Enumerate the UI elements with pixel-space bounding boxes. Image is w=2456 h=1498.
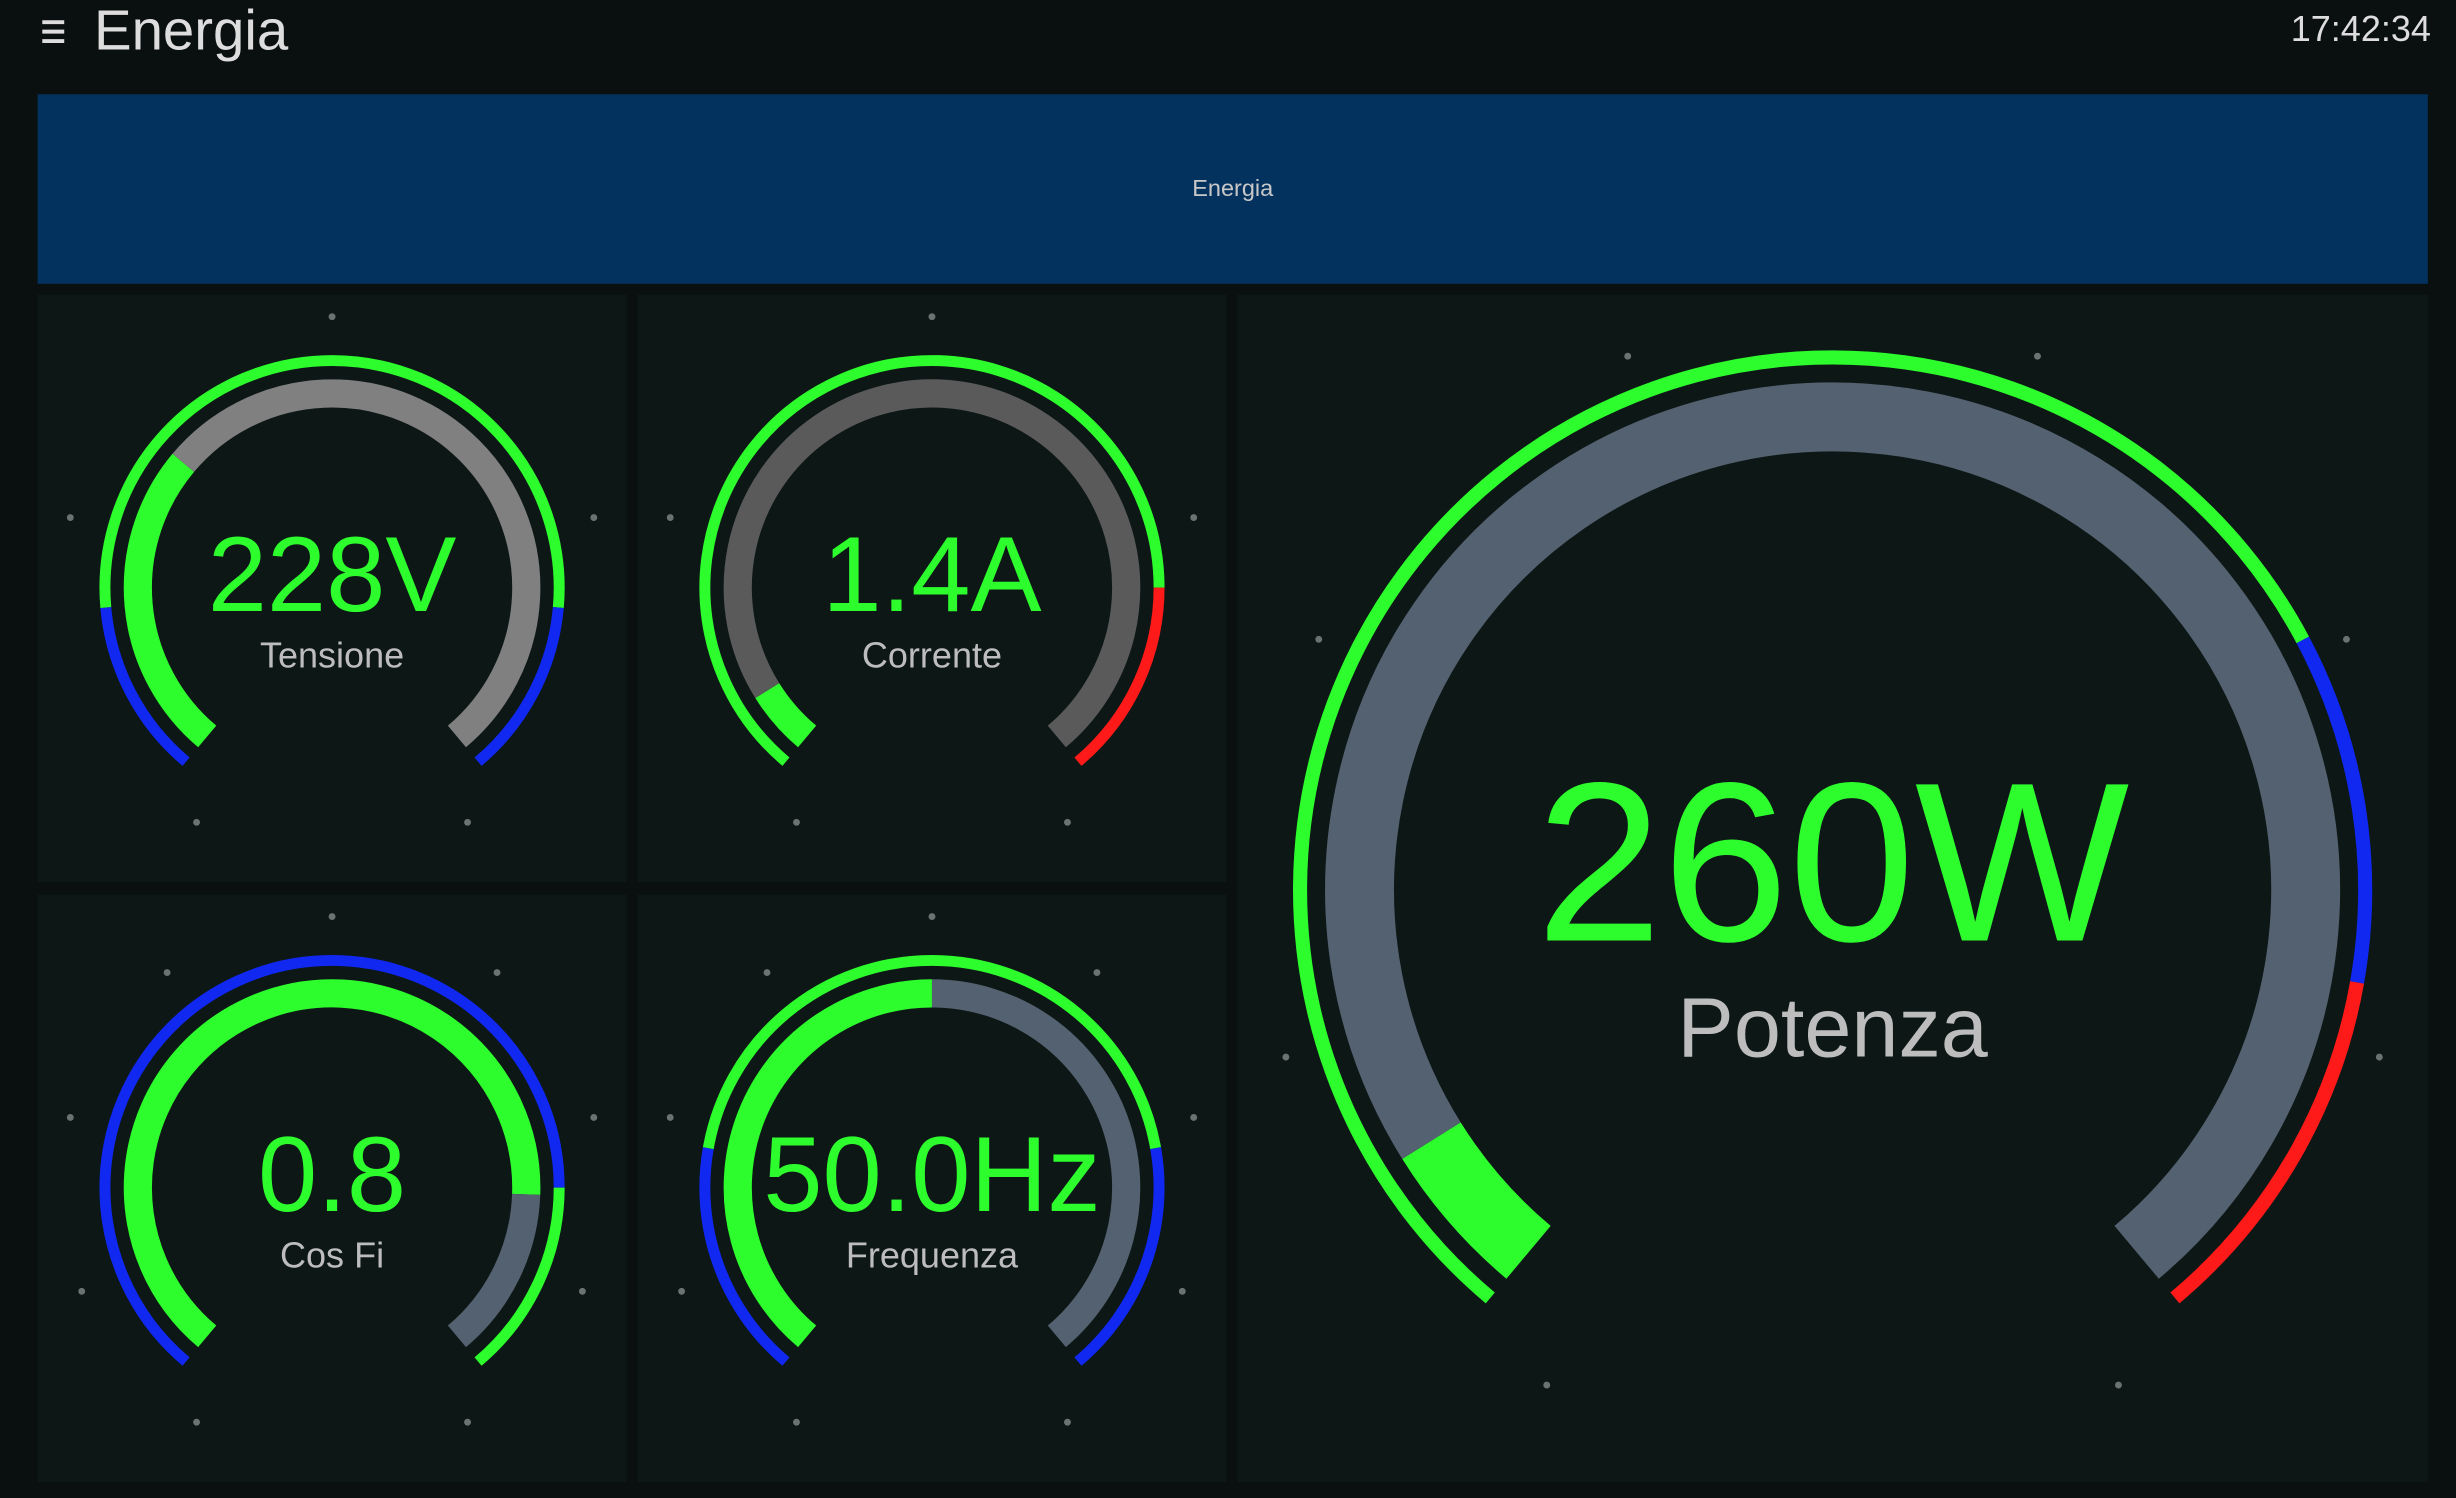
- clock: 17:42:34: [2291, 8, 2431, 49]
- gauge-tick: [590, 514, 598, 521]
- gauge-tick: [2343, 635, 2350, 643]
- gauge-arc: [474, 1187, 565, 1366]
- gauge-arc: [172, 379, 541, 748]
- gauge-arc: [447, 1193, 541, 1348]
- gauge-arc: [100, 606, 190, 766]
- gauge-tick: [578, 1287, 586, 1295]
- gauge-tick: [2034, 352, 2041, 360]
- gauge-arc: [123, 453, 217, 748]
- gauge-label: Frequenza: [846, 1235, 1019, 1276]
- gauge-tick: [193, 1418, 201, 1426]
- gauge-tick: [666, 1113, 674, 1121]
- gauge-tick: [193, 818, 201, 826]
- gauge-tick: [678, 1287, 686, 1295]
- gauge-tick: [163, 969, 171, 977]
- gauge-tick: [464, 818, 471, 826]
- gauge-label: Potenza: [1677, 979, 1988, 1074]
- gauge-arc: [699, 355, 1165, 766]
- gauge-label: Corrente: [862, 635, 1002, 676]
- gauge-tick: [763, 969, 771, 977]
- gauge-tick: [493, 969, 501, 977]
- gauge-value: 1.4A: [822, 515, 1041, 634]
- gauge-value: 228V: [208, 515, 457, 634]
- gauge-label: Cos Fi: [280, 1235, 384, 1276]
- gauge-value: 260W: [1536, 736, 2129, 990]
- page-title: Energia: [94, 0, 289, 62]
- gauge-arc: [931, 979, 1141, 1348]
- banner: [37, 94, 2428, 284]
- gauge-tick: [1624, 352, 1632, 360]
- gauge-tick: [928, 313, 936, 321]
- gauge-tick: [793, 1418, 800, 1426]
- gauge-tick: [328, 913, 336, 921]
- gauge-tick: [1064, 1418, 1071, 1426]
- gauge-tick: [1093, 969, 1101, 977]
- gauge-label: Tensione: [260, 635, 404, 676]
- gauge-value: 50.0Hz: [763, 1115, 1100, 1234]
- gauge-arc: [702, 955, 1162, 1150]
- gauge-value: 0.8: [258, 1115, 406, 1234]
- gauge-arc: [723, 379, 1141, 748]
- gauge-arc: [474, 606, 564, 766]
- gauge-tick: [78, 1287, 86, 1295]
- gauge-tick: [1282, 1053, 1290, 1061]
- gauge-tick: [1315, 635, 1323, 643]
- gauge-tick: [328, 313, 336, 321]
- gauge-tick: [2115, 1381, 2122, 1389]
- gauge-arc: [1074, 1147, 1165, 1366]
- gauge-tick: [66, 514, 74, 521]
- gauge-arc: [1325, 382, 2341, 1279]
- gauge-tick: [666, 514, 674, 521]
- gauge-tick: [793, 818, 800, 826]
- gauge-arc: [723, 979, 932, 1348]
- gauge-tick: [1543, 1381, 1551, 1389]
- gauge-arc: [2296, 636, 2373, 984]
- gauge-arc: [699, 1147, 790, 1366]
- gauge-arc: [1293, 350, 2310, 1304]
- gauge-arc: [123, 979, 541, 1348]
- banner-title: Energia: [1192, 175, 1274, 201]
- gauge-tick: [590, 1113, 598, 1121]
- gauge-tick: [464, 1418, 471, 1426]
- gauge-tick: [66, 1113, 74, 1121]
- gauge-tick: [2375, 1053, 2383, 1061]
- panel: [1237, 294, 2428, 1483]
- gauge-arc: [2170, 981, 2364, 1304]
- menu-button[interactable]: [42, 20, 65, 43]
- gauge-tick: [1178, 1287, 1186, 1295]
- gauge-arc: [1402, 1121, 1552, 1279]
- gauge-arc: [1074, 587, 1165, 766]
- gauge-arc: [99, 955, 565, 1366]
- gauge-tick: [1190, 1113, 1198, 1121]
- gauge-tick: [928, 913, 936, 921]
- gauge-tick: [1064, 818, 1071, 826]
- gauge-arc: [755, 682, 817, 748]
- gauge-tick: [1190, 514, 1198, 521]
- gauge-arc: [99, 355, 565, 608]
